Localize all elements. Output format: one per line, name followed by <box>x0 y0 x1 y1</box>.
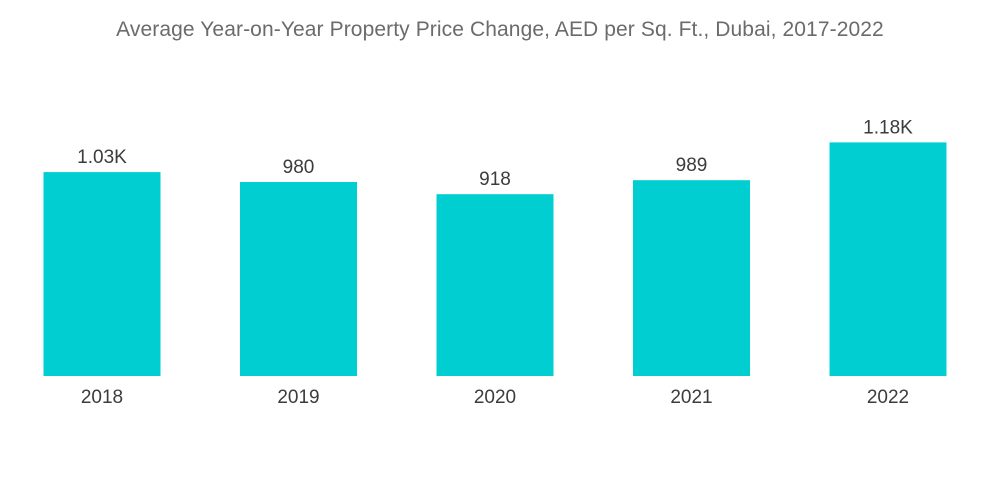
bar-2018 <box>43 172 161 376</box>
value-labels-layer: 1.03K 980 918 989 1.18K <box>77 117 913 190</box>
x-tick-2022: 2022 <box>867 387 909 408</box>
x-tick-2018: 2018 <box>81 387 123 408</box>
x-tick-2020: 2020 <box>474 387 516 408</box>
data-label-2022: 1.18K <box>863 117 913 138</box>
bar-2022 <box>829 142 947 376</box>
bar-2019 <box>240 182 357 376</box>
data-label-2020: 918 <box>479 169 511 190</box>
bars-layer <box>43 142 947 376</box>
bar-2021 <box>633 180 750 376</box>
data-label-2019: 980 <box>283 157 315 178</box>
bar-2020 <box>436 194 554 376</box>
x-tick-2021: 2021 <box>670 387 712 408</box>
data-label-2018: 1.03K <box>77 147 127 168</box>
x-tick-2019: 2019 <box>277 387 319 408</box>
data-label-2021: 989 <box>676 155 708 176</box>
x-tick-labels: 2018 2019 2020 2021 2022 <box>81 387 909 408</box>
chart-title: Average Year-on-Year Property Price Chan… <box>116 18 884 41</box>
